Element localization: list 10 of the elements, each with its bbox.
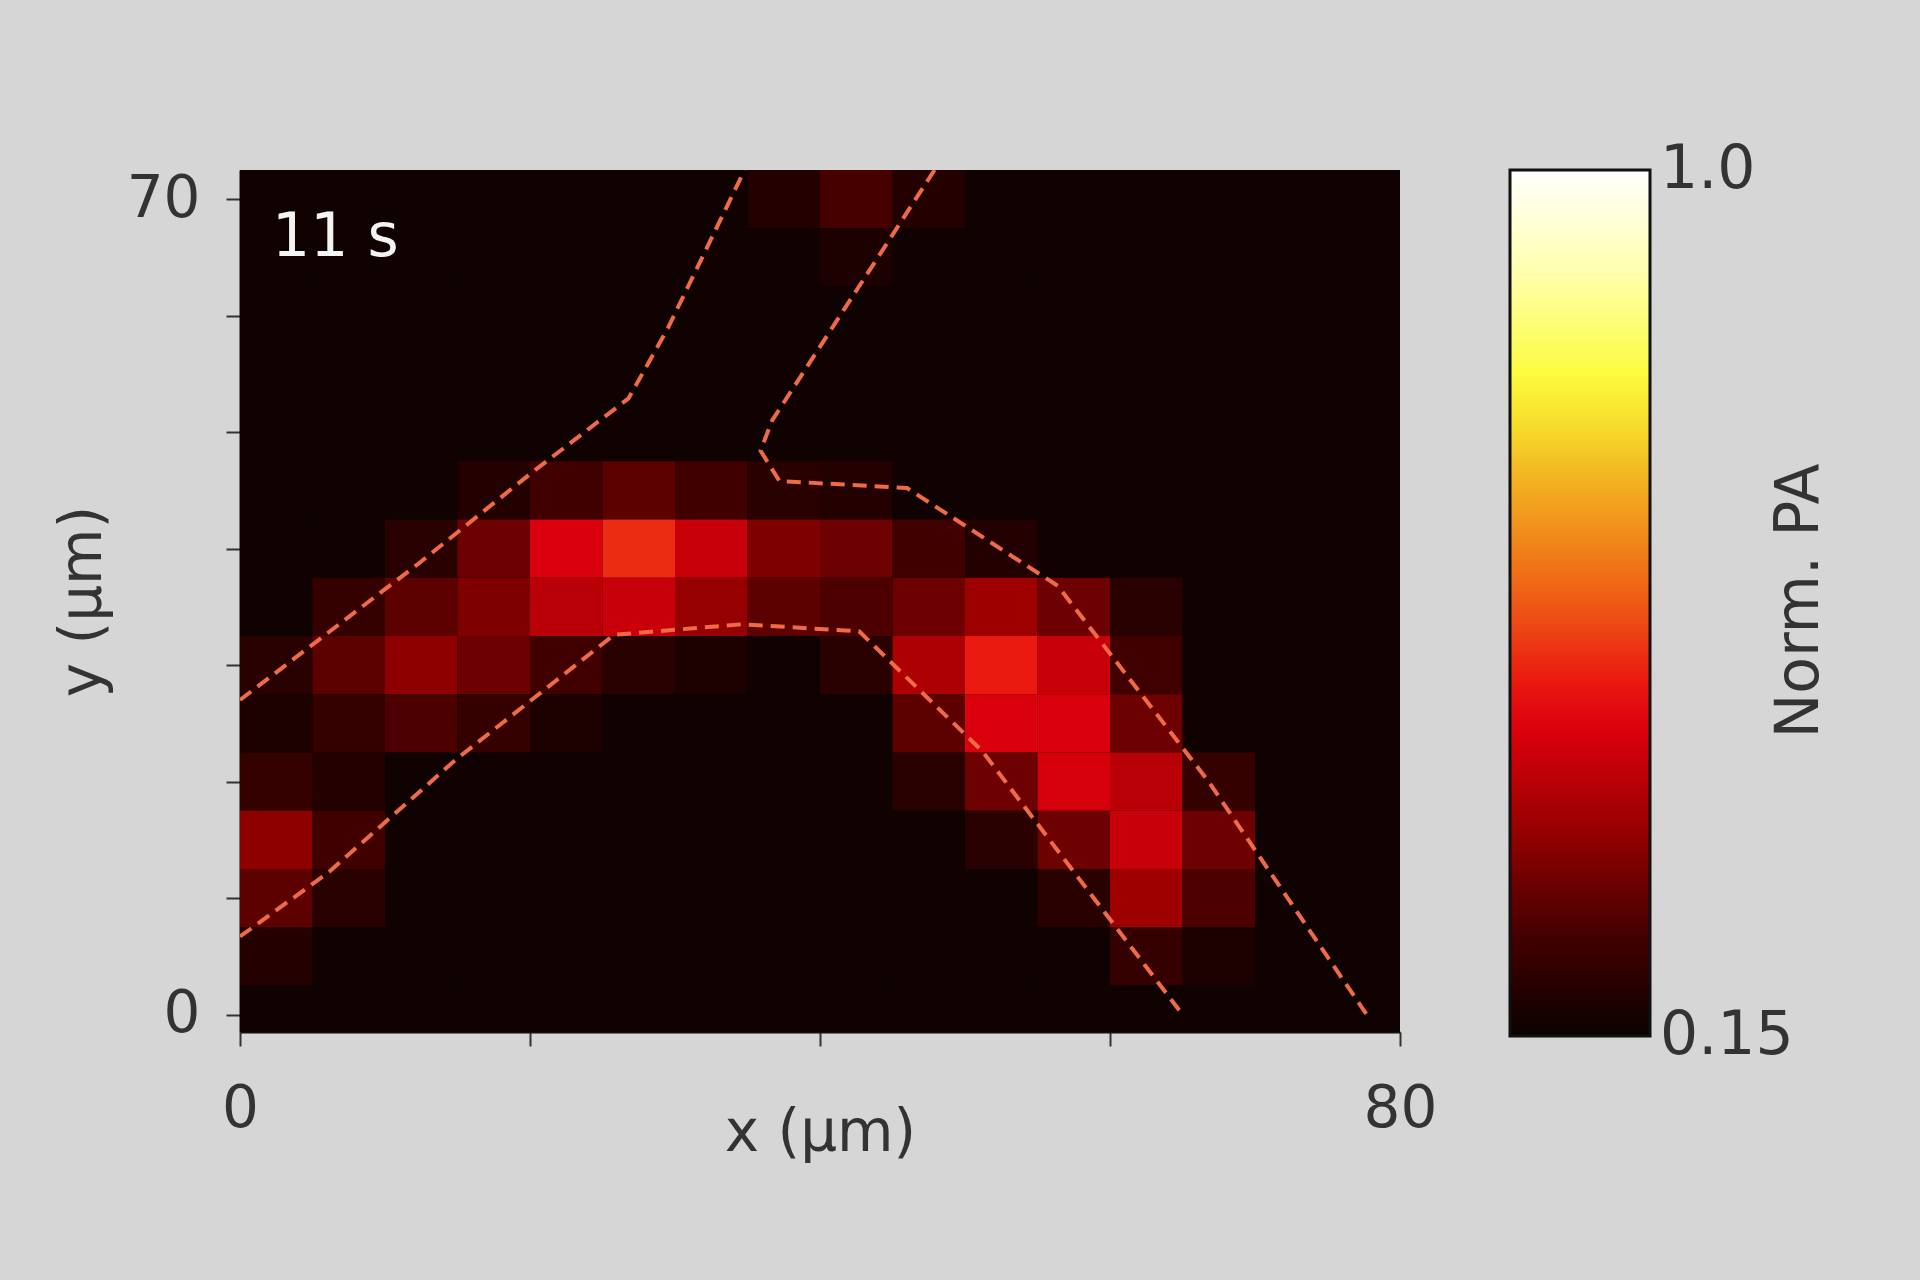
- x-tick-label: 80: [1363, 1072, 1438, 1141]
- color-bar-label: 1.0: [1660, 132, 1756, 202]
- annotation: 11 s: [272, 200, 399, 270]
- y-tick-label: 70: [126, 162, 201, 231]
- line-series: [758, 170, 1369, 1017]
- color-bar-title: Norm. PA: [1762, 463, 1832, 739]
- line-series: [240, 170, 747, 703]
- y-axis-title: y (µm): [46, 505, 115, 698]
- color-bar-label: 0.15: [1660, 998, 1794, 1068]
- x-axis-title: x (µm): [724, 1096, 917, 1165]
